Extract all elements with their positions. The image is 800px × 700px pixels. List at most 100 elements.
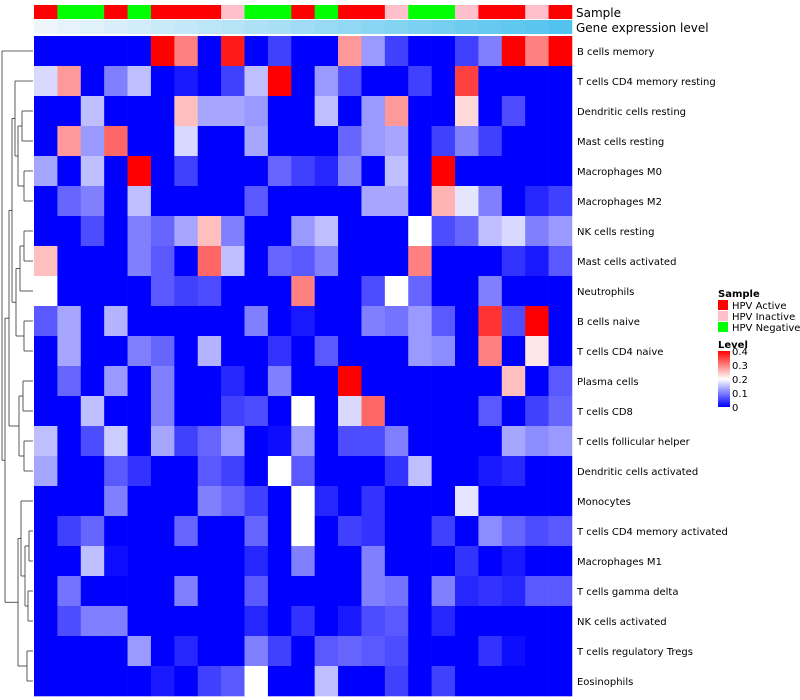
heatmap-cell bbox=[501, 366, 526, 397]
heatmap-cell bbox=[431, 156, 456, 187]
heatmap-cell bbox=[127, 516, 152, 547]
heatmap-cell bbox=[267, 36, 292, 67]
heatmap-cell bbox=[267, 336, 292, 367]
heatmap-cell bbox=[548, 486, 573, 517]
heatmap-cell bbox=[244, 246, 269, 277]
heatmap-cell bbox=[80, 36, 105, 67]
heatmap-cell bbox=[455, 36, 479, 67]
heatmap-cell bbox=[525, 516, 549, 547]
sample-annotation-cell bbox=[267, 5, 292, 19]
heatmap-cell bbox=[431, 246, 456, 277]
heatmap-cell bbox=[361, 156, 386, 187]
heatmap-cell bbox=[455, 306, 479, 337]
heatmap-cell bbox=[34, 216, 58, 247]
heatmap-cell bbox=[150, 636, 175, 667]
heatmap-cell bbox=[57, 606, 82, 637]
heatmap-cell bbox=[408, 426, 432, 457]
heatmap-cell bbox=[361, 396, 386, 427]
heatmap-cell bbox=[57, 666, 82, 697]
heatmap-cell bbox=[127, 636, 152, 667]
heatmap-cell bbox=[57, 636, 82, 667]
level-colorbar bbox=[718, 351, 730, 407]
heatmap-cell bbox=[548, 636, 573, 667]
gene-expression-annotation-cell bbox=[384, 20, 409, 34]
heatmap-cell bbox=[408, 336, 432, 367]
heatmap-cell bbox=[501, 606, 526, 637]
heatmap-cell bbox=[361, 516, 386, 547]
heatmap-cell bbox=[408, 216, 432, 247]
heatmap-cell bbox=[244, 546, 269, 577]
heatmap-cell bbox=[80, 96, 105, 127]
heatmap-cell bbox=[361, 126, 386, 157]
heatmap-cell bbox=[548, 216, 573, 247]
heatmap-cell bbox=[408, 636, 432, 667]
gene-expression-annotation-cell bbox=[174, 20, 199, 34]
heatmap-cell bbox=[408, 186, 432, 217]
heatmap-cell bbox=[80, 666, 105, 697]
heatmap-cell bbox=[57, 216, 82, 247]
heatmap-cell bbox=[127, 546, 152, 577]
heatmap-cell bbox=[501, 306, 526, 337]
heatmap-cell bbox=[478, 606, 503, 637]
heatmap-cell bbox=[338, 546, 362, 577]
heatmap-cell bbox=[478, 636, 503, 667]
heatmap-cell bbox=[478, 246, 503, 277]
sample-annotation-cell bbox=[525, 5, 549, 19]
heatmap-cell bbox=[34, 516, 58, 547]
heatmap-cell bbox=[431, 306, 456, 337]
heatmap-cell bbox=[221, 606, 245, 637]
row-label: Monocytes bbox=[577, 497, 631, 508]
heatmap-cell bbox=[291, 306, 315, 337]
heatmap-cell bbox=[501, 246, 526, 277]
heatmap-cell bbox=[338, 606, 362, 637]
heatmap-cell bbox=[314, 666, 339, 697]
level-legend-tick: 0.3 bbox=[732, 361, 748, 372]
heatmap-cell bbox=[197, 66, 222, 97]
heatmap-cell bbox=[221, 276, 245, 307]
heatmap-cell bbox=[150, 126, 175, 157]
heatmap-cell bbox=[221, 546, 245, 577]
row-label: Neutrophils bbox=[577, 287, 634, 298]
heatmap-cell bbox=[221, 336, 245, 367]
heatmap-cell bbox=[150, 426, 175, 457]
heatmap-cell bbox=[221, 366, 245, 397]
heatmap-cell bbox=[150, 576, 175, 607]
heatmap-cell bbox=[408, 456, 432, 487]
heatmap-cell bbox=[244, 426, 269, 457]
heatmap-cell bbox=[525, 636, 549, 667]
gene-expression-annotation-cell bbox=[548, 20, 573, 34]
heatmap-cell bbox=[174, 276, 199, 307]
heatmap-cell bbox=[291, 66, 315, 97]
heatmap-cell bbox=[338, 246, 362, 277]
heatmap-cell bbox=[548, 156, 573, 187]
heatmap-cell bbox=[478, 186, 503, 217]
heatmap-cell bbox=[455, 486, 479, 517]
heatmap-cell bbox=[221, 36, 245, 67]
heatmap-cell bbox=[314, 276, 339, 307]
heatmap-cell bbox=[338, 276, 362, 307]
heatmap-cell bbox=[361, 36, 386, 67]
heatmap-cell bbox=[34, 546, 58, 577]
heatmap-cell bbox=[244, 396, 269, 427]
heatmap-cell bbox=[244, 126, 269, 157]
heatmap-cell bbox=[548, 396, 573, 427]
heatmap-cell bbox=[455, 156, 479, 187]
heatmap-cell bbox=[267, 186, 292, 217]
heatmap-cell bbox=[314, 186, 339, 217]
heatmap-cell bbox=[384, 546, 409, 577]
heatmap-cell bbox=[127, 306, 152, 337]
heatmap-cell bbox=[80, 276, 105, 307]
sample-legend-swatch bbox=[718, 300, 728, 310]
sample-annotation-cell bbox=[174, 5, 199, 19]
row-dendrogram bbox=[1, 50, 33, 682]
heatmap-cell bbox=[478, 666, 503, 697]
heatmap-cell bbox=[174, 366, 199, 397]
heatmap-cell bbox=[478, 576, 503, 607]
heatmap-cell bbox=[244, 486, 269, 517]
level-legend-tick: 0.4 bbox=[732, 347, 748, 358]
heatmap-cell bbox=[34, 96, 58, 127]
heatmap-cell bbox=[291, 366, 315, 397]
heatmap-cell bbox=[267, 666, 292, 697]
heatmap-cell bbox=[34, 336, 58, 367]
heatmap-cell bbox=[150, 336, 175, 367]
